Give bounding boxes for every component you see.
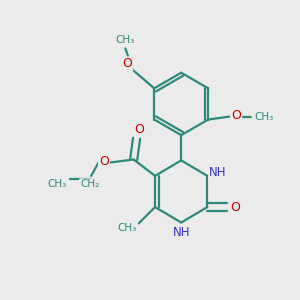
Text: CH₂: CH₂: [80, 179, 99, 189]
Text: O: O: [122, 58, 132, 70]
Text: CH₃: CH₃: [118, 223, 137, 233]
Text: CH₃: CH₃: [48, 179, 67, 189]
Text: CH₃: CH₃: [115, 35, 134, 45]
Text: NH: NH: [172, 226, 190, 239]
Text: O: O: [135, 123, 145, 136]
Text: O: O: [231, 201, 241, 214]
Text: O: O: [231, 110, 241, 122]
Text: O: O: [99, 155, 109, 168]
Text: NH: NH: [209, 166, 226, 179]
Text: CH₃: CH₃: [254, 112, 273, 122]
